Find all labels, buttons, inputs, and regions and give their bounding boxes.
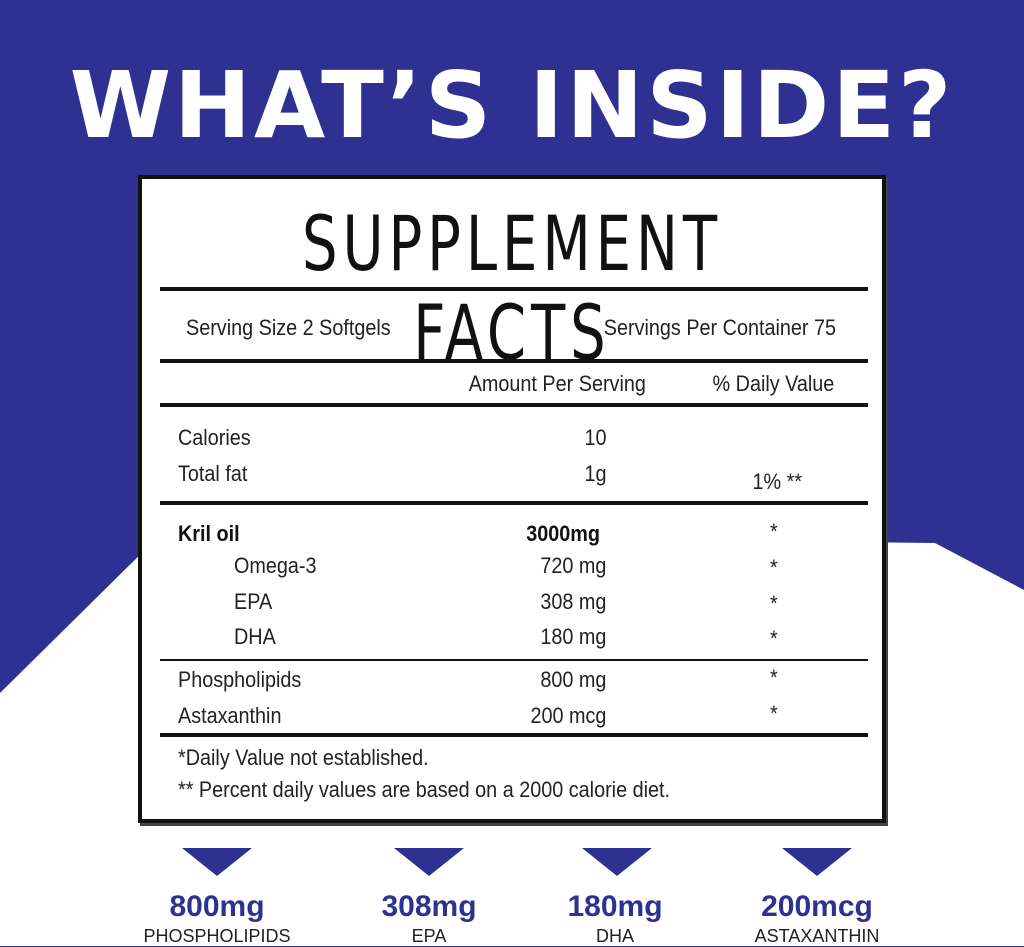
divider (160, 359, 868, 363)
row-dv: 1% ** (752, 469, 802, 494)
row-name: Phospholipids (178, 667, 302, 692)
footnote: ** Percent daily values are based on a 2… (178, 777, 671, 802)
row-dv: * (770, 555, 778, 580)
row-name: Calories (178, 425, 251, 450)
divider (160, 501, 868, 505)
divider (160, 733, 868, 737)
row-dv: * (770, 665, 778, 690)
row-name: Kril oil (178, 521, 240, 546)
row-name: Astaxanthin (178, 703, 282, 728)
servings-per-container: Servings Per Container 75 (603, 315, 836, 340)
row-amount: 720 mg (539, 553, 606, 578)
highlight-label: PHOSPHOLIPIDS (143, 926, 291, 946)
row-dv: * (770, 701, 778, 726)
row-dv: * (770, 519, 778, 544)
row-name: EPA (234, 589, 273, 614)
row-amount: 3000mg (526, 521, 600, 546)
triangle-down-icon (182, 848, 252, 876)
divider (160, 403, 868, 407)
row-name: Total fat (178, 461, 248, 486)
triangle-down-icon (582, 848, 652, 876)
row-amount: 10 (583, 425, 606, 450)
row-amount: 180 mg (539, 624, 606, 649)
highlight-label: EPA (411, 926, 447, 946)
row-amount: 800 mg (539, 667, 606, 692)
highlight-label: DHA (595, 926, 634, 946)
serving-size: Serving Size 2 Softgels (186, 315, 391, 340)
row-amount: 1g (583, 461, 606, 486)
footnote: *Daily Value not established. (178, 745, 429, 770)
triangle-down-icon (782, 848, 852, 876)
triangle-down-icon (394, 848, 464, 876)
row-dv: * (770, 591, 778, 616)
highlight-value: 800mg (169, 890, 265, 923)
row-name: Omega-3 (234, 553, 317, 578)
row-name: DHA (234, 624, 276, 649)
highlight-value: 308mg (381, 890, 477, 923)
col-daily-value: % Daily Value (712, 371, 834, 396)
divider (160, 659, 868, 661)
row-amount: 308 mg (539, 589, 606, 614)
row-dv: * (770, 626, 778, 651)
highlight-label: ASTAXANTHIN (754, 926, 880, 946)
col-amount: Amount Per Serving (468, 371, 646, 396)
highlight-value: 180mg (567, 890, 663, 923)
supplement-facts-panel: SUPPLEMENT FACTS Serving Size 2 Softgels… (138, 175, 886, 823)
row-amount: 200 mcg (530, 703, 606, 728)
highlight-value: 200mcg (761, 890, 873, 923)
page-heading: WHAT’S INSIDE? (69, 52, 955, 159)
divider (160, 287, 868, 291)
